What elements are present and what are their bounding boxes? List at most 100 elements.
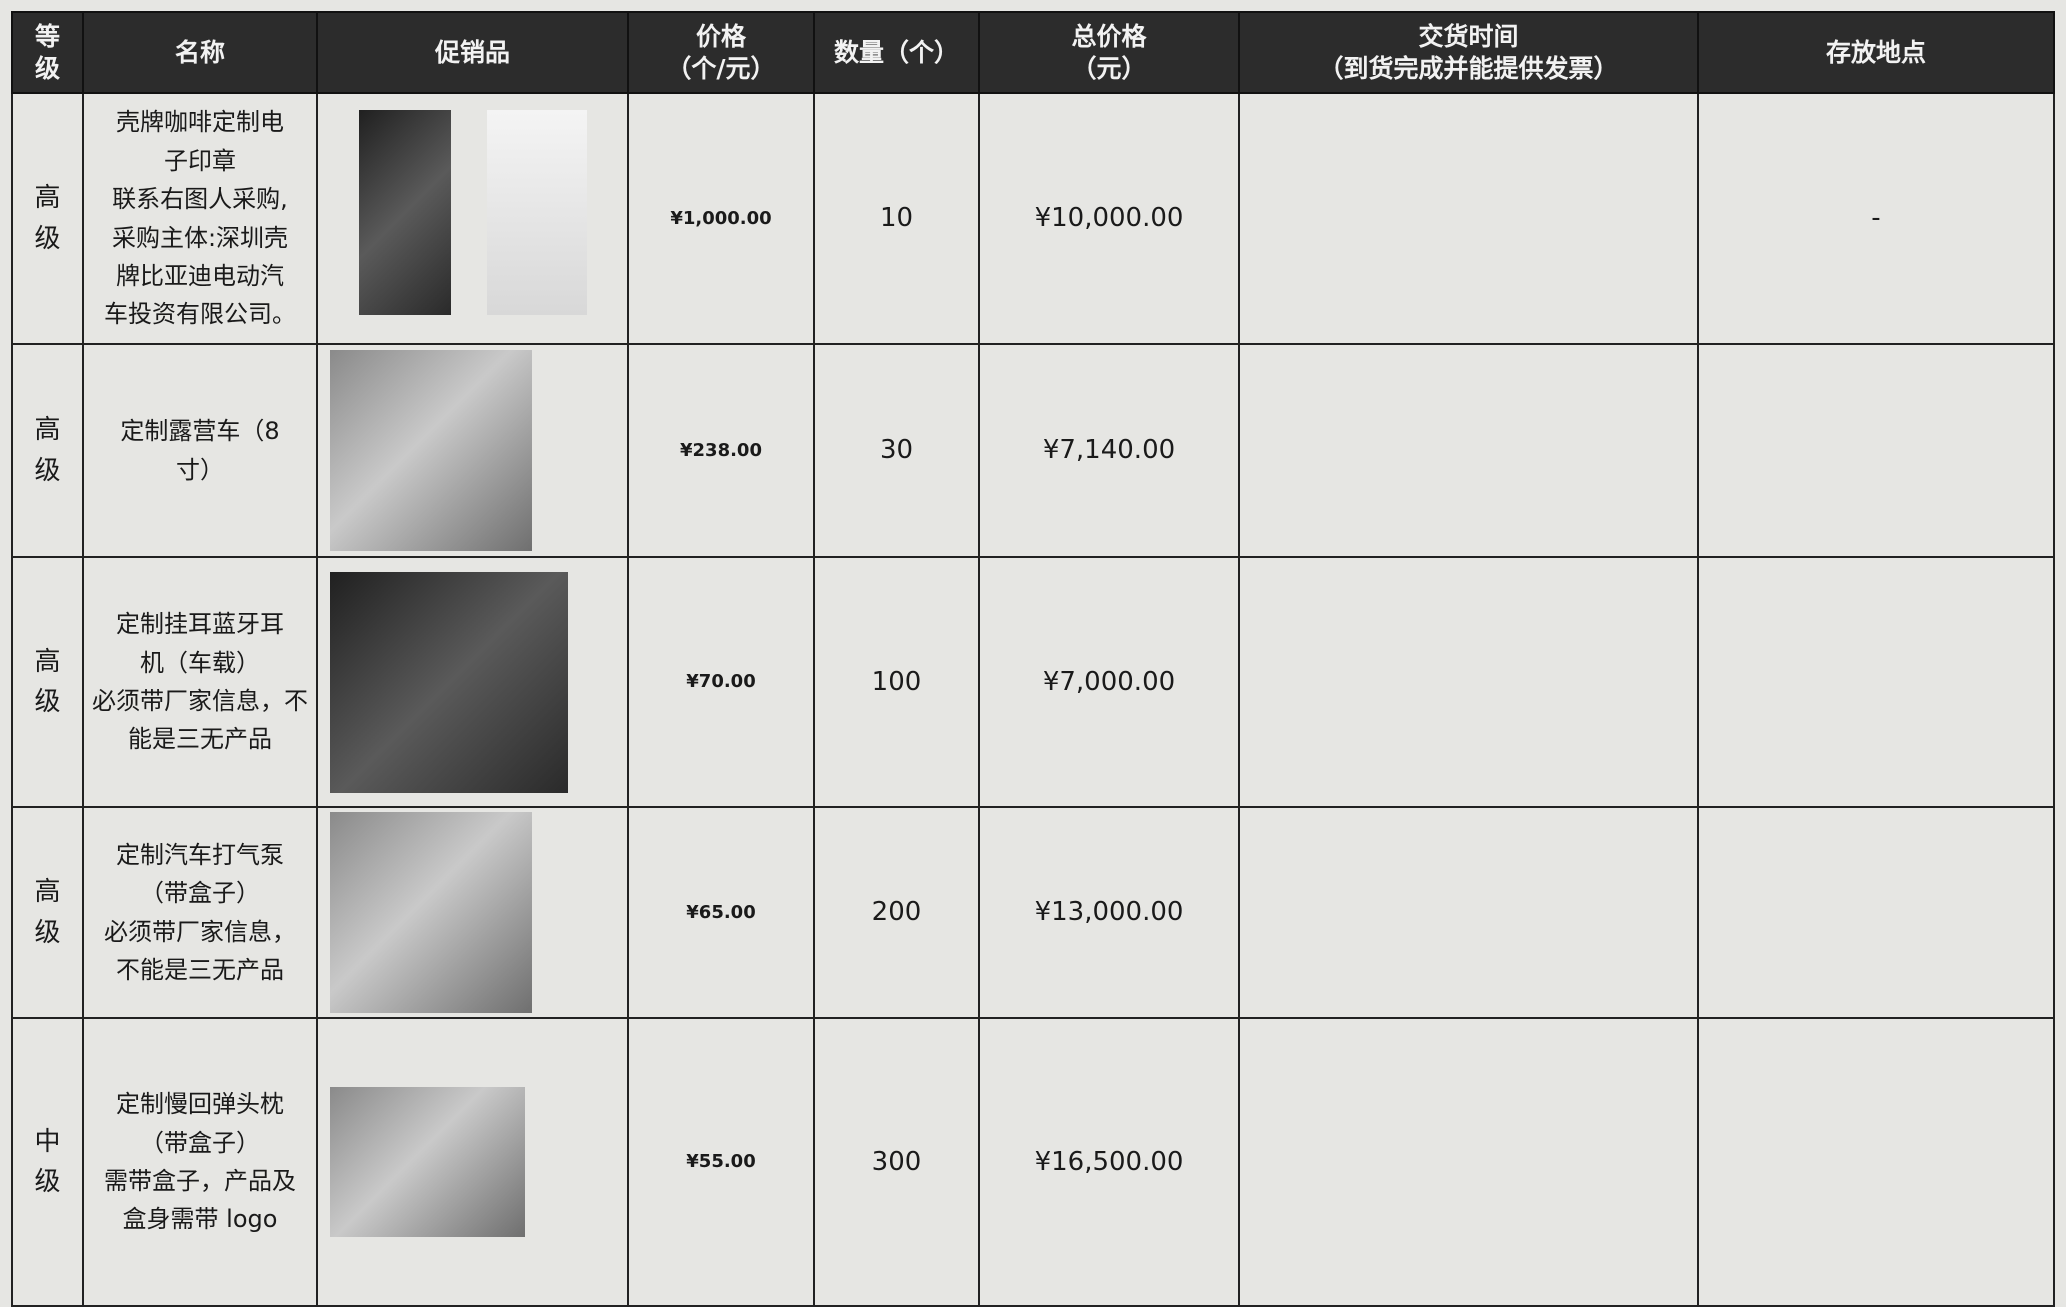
product-image <box>330 571 568 793</box>
quantity-cell: 100 <box>813 556 980 808</box>
grade-cell: 高级 <box>11 556 84 808</box>
grade-cell: 高级 <box>11 92 84 345</box>
product-cell <box>316 806 629 1019</box>
price-cell: ¥70.00 <box>627 556 815 808</box>
text-line: 级 <box>34 455 61 486</box>
grade-cell: 高级 <box>11 343 84 558</box>
table-row: 高级 定制露营车（8 寸） ¥238.00 30 ¥7,140.00 <box>11 343 2055 558</box>
total-cell: ¥7,000.00 <box>978 556 1240 808</box>
cell-text: 数量（个） <box>833 37 959 67</box>
text-line: （带盒子） <box>140 1128 260 1157</box>
text-line: 级 <box>34 917 61 948</box>
total-cell: ¥13,000.00 <box>978 806 1240 1019</box>
total-cell: ¥16,500.00 <box>978 1017 1240 1307</box>
total-cell: ¥7,140.00 <box>978 343 1240 558</box>
text-line: 能是三无产品 <box>128 725 272 754</box>
cell-text: 100 <box>871 666 922 697</box>
text-line: 级 <box>34 1167 61 1197</box>
text-line: 壳牌咖啡定制电 <box>116 108 284 137</box>
delivery-cell <box>1238 556 1699 808</box>
header-price: 价格 （个/元） <box>627 11 815 94</box>
product-cell <box>316 556 629 808</box>
text-line: 寸） <box>176 455 224 484</box>
cell-text: ¥7,000.00 <box>1042 666 1176 697</box>
cell-text: 300 <box>871 1146 922 1177</box>
product-cell <box>316 1017 629 1307</box>
quantity-cell: 30 <box>813 343 980 558</box>
storage-cell <box>1697 1017 2055 1307</box>
cell-text: 10 <box>879 203 914 234</box>
text-line: 中 <box>34 1126 61 1157</box>
text-line: （元） <box>1071 53 1147 83</box>
header-product: 促销品 <box>316 11 629 94</box>
storage-cell <box>1697 556 2055 808</box>
promo-table: 等级名称 促销品 价格 （个/元） 数量（个） 总价格 （元） 交货时间 （到货完成并能提供发票… <box>11 11 2055 1307</box>
cell-text: 30 <box>879 435 914 466</box>
text-line: 联系右图人采购, <box>112 185 288 214</box>
grade-cell: 中级 <box>11 1017 84 1307</box>
text-line: 高 <box>34 877 61 908</box>
text-line: 高 <box>34 183 61 214</box>
price-cell: ¥1,000.00 <box>627 92 815 345</box>
cell-text: 存放地点 <box>1825 37 1926 67</box>
quantity-cell: 300 <box>813 1017 980 1307</box>
storage-cell: - <box>1697 92 2055 345</box>
cell-text: ¥1,000.00 <box>670 207 772 229</box>
text-line: 定制汽车打气泵 <box>116 840 284 869</box>
storage-cell <box>1697 343 2055 558</box>
text-line: 等 <box>34 22 60 52</box>
cell-text: 200 <box>871 897 922 928</box>
product-image <box>330 349 532 552</box>
text-line: 价格 <box>695 22 746 52</box>
header-delivery: 交货时间 （到货完成并能提供发票） <box>1238 11 1699 94</box>
text-line: 定制露营车（8 <box>120 417 280 446</box>
text-line: （带盒子） <box>140 879 260 908</box>
name-cell: 定制挂耳蓝牙耳 机（车载） 必须带厂家信息，不 能是三无产品 <box>82 556 318 808</box>
text-line: 级 <box>34 687 61 717</box>
storage-cell <box>1697 806 2055 1019</box>
grade-cell: 高级 <box>11 806 84 1019</box>
header-grade: 等级 <box>11 11 84 94</box>
text-line: 交货时间 <box>1418 22 1519 52</box>
text-line: 必须带厂家信息，不 <box>92 687 308 715</box>
text-line: 采购主体:深圳壳 <box>111 223 289 252</box>
product-image <box>330 1087 525 1237</box>
quantity-cell: 10 <box>813 92 980 345</box>
name-cell: 壳牌咖啡定制电 子印章 联系右图人采购, 采购主体:深圳壳 牌比亚迪电动汽 车投资有限公司… <box>82 92 318 345</box>
product-image <box>486 109 587 315</box>
cell-text: 名称 <box>174 37 225 67</box>
table-body: 高级壳牌咖啡定制电 子印章 联系右图人采购, 采购主体:深圳壳 牌比亚迪电动汽 车投资有限… <box>11 92 2055 1307</box>
price-cell: ¥65.00 <box>627 806 815 1019</box>
text-line: 车投资有限公司。 <box>104 300 296 329</box>
delivery-cell <box>1238 92 1699 345</box>
product-image <box>358 109 451 315</box>
text-line: 高 <box>34 646 61 677</box>
delivery-cell <box>1238 806 1699 1019</box>
header-total: 总价格 （元） <box>978 11 1240 94</box>
name-cell: 定制汽车打气泵 （带盒子） 必须带厂家信息， 不能是三无产品 <box>82 806 318 1019</box>
text-line: 机（车载） <box>140 648 260 677</box>
delivery-cell <box>1238 1017 1699 1307</box>
table-row: 高级 定制挂耳蓝牙耳 机（车载） 必须带厂家信息，不 能是三无产品 ¥70.00 100 ¥7… <box>11 556 2055 808</box>
text-line: 级 <box>34 53 60 83</box>
delivery-cell <box>1238 343 1699 558</box>
product-cell <box>316 92 629 345</box>
header-row: 等级 名称 促销品 价格 （个/元） 数量（个） 总价格 （元） 交货时间 （到货完成并能提供发票… <box>11 11 2055 94</box>
text-line: 高 <box>34 415 61 446</box>
name-cell: 定制露营车（8 寸） <box>82 343 318 558</box>
cell-text: ¥238.00 <box>680 439 762 461</box>
table-row: 高级 定制汽车打气泵 （带盒子） 必须带厂家信息， 不能是三无产品 ¥65.00 200 ¥1… <box>11 806 2055 1019</box>
cell-text: ¥13,000.00 <box>1034 897 1184 928</box>
cell-text: 促销品 <box>434 37 510 67</box>
text-line: 定制挂耳蓝牙耳 <box>116 610 284 639</box>
price-cell: ¥238.00 <box>627 343 815 558</box>
header-storage: 存放地点 <box>1697 11 2055 94</box>
text-line: 盒身需带 logo <box>122 1205 278 1234</box>
table-row: 高级 壳牌咖啡定制电 子印章 联系右图人采购, 采购主体:深圳壳 牌比亚迪电动汽 车投资有限… <box>11 92 2055 345</box>
table-row: 中级 定制慢回弹头枕 （带盒子） 需带盒子，产品及 盒身需带 logo ¥55.00 300… <box>11 1017 2055 1307</box>
cell-text: ¥10,000.00 <box>1034 203 1184 234</box>
product-cell <box>316 343 629 558</box>
text-line: 需带盒子，产品及 <box>104 1167 296 1195</box>
text-line: 级 <box>34 223 61 254</box>
